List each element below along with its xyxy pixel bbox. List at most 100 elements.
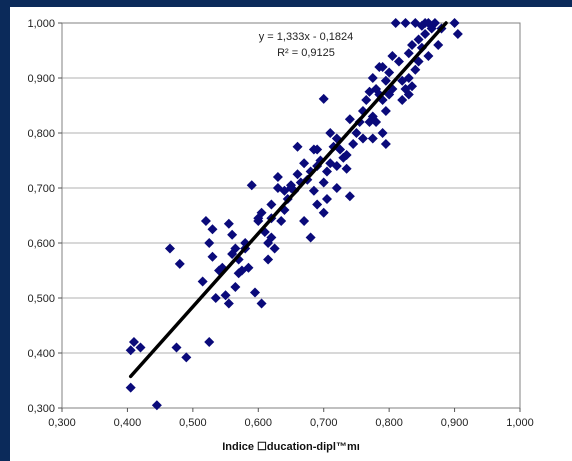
data-point [433,40,444,50]
x-tick-label: 1,000 [506,417,534,429]
data-point [263,254,274,265]
x-tick-label: 0,300 [48,417,76,429]
data-point [393,56,404,67]
data-point [348,139,359,149]
data-point [125,382,136,393]
data-point [377,62,388,72]
x-axis-label: Indice ☐ducation-dipl™mı [222,441,360,453]
data-point [210,293,221,303]
data-point [256,298,267,309]
data-point [174,258,185,269]
x-tick-label: 0,700 [310,417,338,429]
data-point [397,95,408,105]
data-point [227,249,238,259]
data-point [259,227,270,237]
data-point [344,191,355,202]
y-tick-label: 0,300 [27,403,55,415]
r-squared-annotation: R² = 0,9125 [277,47,335,59]
data-point [266,232,277,243]
data-point [276,216,287,226]
data-point [403,73,414,83]
x-tick-label: 0,800 [375,417,403,429]
data-point [164,243,175,254]
data-point [253,213,264,224]
y-tick-label: 0,700 [27,183,55,195]
data-point [135,342,146,353]
data-point [420,29,431,39]
data-point [125,345,136,356]
data-point [449,18,460,28]
data-point [429,18,440,28]
y-tick-label: 0,600 [27,238,55,250]
data-point [171,342,182,353]
data-point [400,18,411,28]
data-point [318,207,329,218]
data-point [423,51,434,61]
data-point [390,18,401,28]
data-point [407,81,418,92]
data-point [331,161,342,171]
data-point [204,337,215,347]
data-point [380,139,391,149]
data-point [223,298,234,309]
data-point [292,141,303,152]
data-point [220,290,231,301]
x-tick-label: 0,400 [114,417,142,429]
data-point [357,133,368,144]
x-tick-label: 0,600 [245,417,273,429]
data-point [256,207,267,218]
data-point [367,111,378,122]
data-point [361,95,372,105]
data-point [312,144,323,155]
data-point [299,158,310,169]
y-tick-label: 1,000 [27,18,55,30]
data-point [452,29,463,39]
data-point [344,114,355,125]
data-point [151,400,162,411]
data-point [227,229,238,240]
data-point [308,185,319,196]
data-point [223,218,234,229]
data-point [384,67,395,78]
y-tick-label: 0,400 [27,348,55,360]
data-point [321,166,332,177]
data-point [413,34,424,45]
data-point [200,216,211,226]
data-point [380,106,391,116]
data-point [387,51,398,61]
data-point [207,251,218,262]
data-point [204,238,215,248]
scatter-chart: 0,300 0,400 0,500 0,600 0,700 0,800 0,900 1,000… [27,18,534,453]
data-point [286,180,296,191]
data-point [325,128,336,138]
data-point [305,232,316,243]
equation-annotation: y = 1,333x - 0,1824 [259,31,353,43]
data-point [318,177,329,188]
data-point [407,40,418,50]
data-point [269,243,280,254]
data-point [367,73,378,83]
data-point [230,282,241,292]
data-point [377,128,388,138]
data-point [292,169,303,180]
y-tick-label: 0,800 [27,128,55,140]
data-point [272,172,283,182]
chart-panel: 0,300 0,400 0,500 0,600 0,700 0,800 0,900 1,000… [10,7,572,461]
data-point [331,183,342,193]
x-tick-label: 0,900 [441,417,469,429]
data-point [243,262,254,273]
data-point [321,194,332,204]
data-point [403,48,414,59]
data-point [351,128,362,138]
data-point [341,163,352,174]
data-point [250,287,261,298]
data-point [266,199,277,210]
data-point [410,64,421,75]
y-tick-label: 0,900 [27,73,55,85]
data-point [341,150,352,160]
y-tick-label: 0,500 [27,293,55,305]
data-point [403,89,414,100]
data-point [181,352,192,363]
data-point [197,276,208,287]
x-tick-label: 0,500 [179,417,207,429]
